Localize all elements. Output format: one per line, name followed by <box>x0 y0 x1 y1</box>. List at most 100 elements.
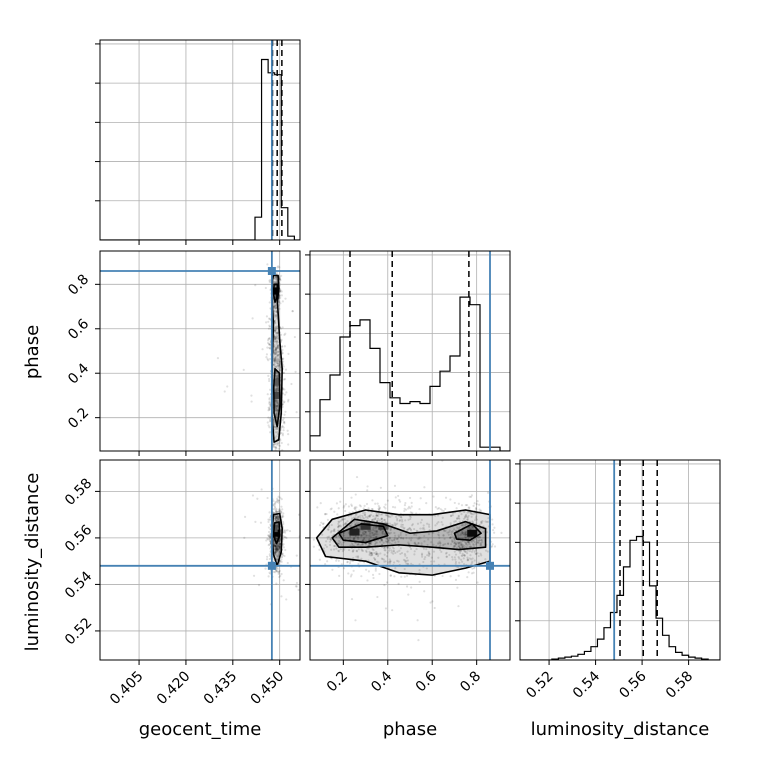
sample-point <box>464 531 467 534</box>
sample-point <box>362 507 365 510</box>
sample-point <box>278 360 282 363</box>
sample-point <box>373 558 377 561</box>
sample-point <box>453 556 456 559</box>
sample-point <box>274 548 277 551</box>
sample-point <box>321 533 324 536</box>
sample-point <box>250 394 253 397</box>
sample-point <box>275 546 279 550</box>
sample-point <box>463 554 466 557</box>
sample-point <box>274 293 277 297</box>
sample-point <box>279 439 282 442</box>
sample-point <box>276 497 279 500</box>
sample-point <box>276 519 280 522</box>
sample-point <box>283 421 286 424</box>
sample-point <box>276 401 279 404</box>
sample-point <box>268 279 271 282</box>
sample-point <box>451 555 454 559</box>
sample-point <box>272 280 276 283</box>
sample-point <box>371 499 374 502</box>
sample-point <box>461 533 464 536</box>
sample-point <box>388 522 391 525</box>
sample-point <box>276 341 279 344</box>
sample-point <box>453 540 457 544</box>
sample-point <box>266 339 270 342</box>
sample-point <box>326 518 329 522</box>
sample-point <box>275 569 278 573</box>
sample-point <box>361 516 364 519</box>
sample-point <box>273 359 276 362</box>
sample-point <box>275 511 278 514</box>
sample-point <box>274 326 277 329</box>
sample-point <box>278 544 281 548</box>
sample-point <box>274 548 277 551</box>
sample-point <box>361 549 365 552</box>
sample-point <box>387 515 390 518</box>
sample-point <box>370 551 373 554</box>
sample-point <box>357 536 360 539</box>
sample-point <box>383 553 386 556</box>
sample-point <box>472 539 475 542</box>
sample-point <box>340 543 343 546</box>
x-tick-label: 0.450 <box>248 668 288 708</box>
sample-point <box>277 441 281 444</box>
sample-point <box>414 543 418 546</box>
sample-point <box>377 512 381 516</box>
sample-point <box>360 535 363 538</box>
sample-point <box>457 515 460 518</box>
sample-point <box>384 503 387 506</box>
sample-point <box>269 357 272 361</box>
sample-point <box>418 563 421 566</box>
sample-point <box>277 550 280 553</box>
sample-point <box>395 537 398 540</box>
sample-point <box>276 545 280 548</box>
sample-point <box>357 537 360 540</box>
sample-point <box>401 520 404 523</box>
sample-point <box>267 337 270 341</box>
sample-point <box>462 533 466 536</box>
sample-point <box>368 529 371 532</box>
sample-point <box>273 330 276 333</box>
sample-point <box>276 432 279 436</box>
sample-point <box>266 555 269 558</box>
sample-point <box>276 518 280 521</box>
sample-point <box>377 508 381 511</box>
sample-point <box>281 432 284 435</box>
sample-point <box>276 385 279 388</box>
hist-content <box>100 40 300 240</box>
sample-point <box>283 420 286 424</box>
sample-point <box>473 567 476 570</box>
y-axis-label-phase: phase <box>22 325 43 379</box>
sample-point <box>449 514 453 518</box>
sample-point <box>385 540 388 544</box>
sample-point <box>276 547 280 550</box>
sample-point <box>273 351 276 354</box>
sample-point <box>275 557 278 560</box>
sample-point <box>378 506 381 509</box>
sample-point <box>273 517 276 520</box>
sample-point <box>472 544 475 547</box>
x-tick-label: 0.435 <box>201 668 241 708</box>
sample-point <box>256 497 259 500</box>
sample-point <box>278 300 281 303</box>
sample-point <box>375 514 378 517</box>
sample-point <box>274 359 277 362</box>
sample-point <box>273 542 276 546</box>
sample-point <box>454 520 457 523</box>
sample-point <box>363 504 366 507</box>
sample-point <box>276 364 280 367</box>
sample-point <box>274 280 277 283</box>
sample-point <box>342 523 345 526</box>
sample-point <box>381 539 384 542</box>
sample-point <box>466 575 469 579</box>
sample-point <box>427 551 430 555</box>
sample-point <box>295 411 298 414</box>
sample-point <box>484 549 488 552</box>
sample-point <box>371 531 374 534</box>
sample-point <box>272 508 276 511</box>
sample-point <box>407 528 410 531</box>
sample-point <box>274 509 277 512</box>
sample-point <box>277 517 280 520</box>
sample-point <box>337 524 340 528</box>
sample-point <box>392 549 396 553</box>
sample-point <box>276 556 279 559</box>
